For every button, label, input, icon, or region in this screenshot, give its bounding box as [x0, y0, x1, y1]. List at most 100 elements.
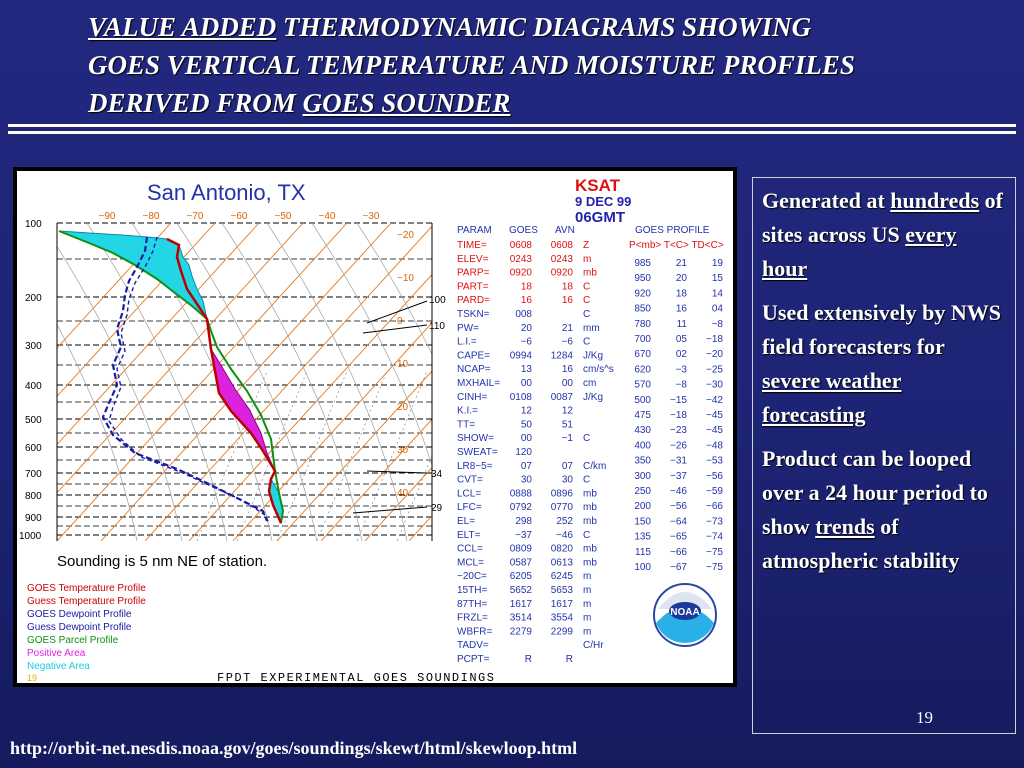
pressure-label: 300: [25, 341, 42, 352]
param-goes: 16: [521, 295, 533, 306]
param-name: TSKN=: [457, 309, 490, 320]
top-temperature-labels: −90 −80 −70 −60 −50 −40 −30: [99, 211, 380, 222]
info-point-1-text-b: of sites across US: [762, 188, 1003, 247]
param-unit: C/Hr: [583, 640, 604, 651]
param-unit: Z: [583, 240, 589, 251]
info-point-3-text-a: Product can be looped over a 24 hour per…: [762, 446, 988, 539]
param-goes: 0920: [510, 268, 533, 279]
param-name: PARD=: [457, 295, 490, 306]
param-unit: mb: [583, 488, 597, 499]
mixing-ratio-line: [356, 370, 428, 541]
pressure-label: 700: [25, 469, 42, 480]
legend-item: Guess Dewpoint Profile: [27, 622, 132, 633]
param-name: MCL=: [457, 557, 484, 568]
title-line2: GOES VERTICAL TEMPERATURE AND MOISTURE P…: [88, 50, 855, 80]
param-name: PART=: [457, 281, 489, 292]
info-point-2-emph: severe weather forecasting: [762, 368, 902, 427]
param-goes: R: [525, 654, 532, 665]
param-goes: 0809: [510, 544, 533, 555]
right-temp-label: 20: [397, 402, 409, 413]
profile-dewpoint: −45: [706, 410, 723, 421]
top-temp-label: −30: [363, 211, 380, 222]
info-point-3-text-b: of atmospheric stability: [762, 514, 960, 573]
param-unit: C: [583, 433, 590, 444]
param-avn: 0770: [551, 502, 574, 513]
param-avn: 0608: [551, 240, 574, 251]
param-unit: m: [583, 585, 591, 596]
right-temp-label: 10: [397, 359, 409, 370]
param-goes: 2279: [510, 626, 533, 637]
chart-legend: GOES Temperature Profile Guess Temperatur…: [27, 583, 146, 683]
param-header: AVN: [555, 225, 575, 236]
profile-pressure: 780: [634, 319, 651, 330]
parcel-profile-line: [58, 230, 285, 524]
profile-temp: 16: [676, 304, 688, 315]
profile-header: P<mb> T<C> TD<C>: [629, 240, 724, 251]
param-goes: 50: [521, 419, 533, 430]
param-goes: 12: [521, 406, 533, 417]
param-unit: m: [583, 599, 591, 610]
profile-dewpoint: −74: [706, 532, 723, 543]
inner-level-label: 110: [429, 321, 445, 332]
title-underlined-part: VALUE ADDED: [88, 12, 277, 42]
isobar-lines: [57, 222, 432, 536]
param-unit: C/km: [583, 461, 606, 472]
param-goes: 6205: [510, 571, 533, 582]
profile-temp: 18: [676, 288, 688, 299]
param-avn: 0087: [551, 392, 574, 403]
info-panel: Generated at hundreds of sites across US…: [752, 177, 1016, 734]
top-temp-label: −80: [143, 211, 160, 222]
mixing-ratio-line: [316, 370, 388, 541]
legend-item: Positive Area: [27, 648, 86, 659]
profile-pressure: 135: [634, 532, 651, 543]
title-rule-bottom: [8, 131, 1016, 134]
top-temp-label: −60: [231, 211, 248, 222]
param-goes: 3514: [510, 613, 533, 624]
right-temperature-labels: −20 −10 0 10 20 30 40: [397, 230, 414, 499]
profile-temp: −15: [670, 395, 687, 406]
profile-pressure: 500: [634, 395, 651, 406]
top-temp-label: −40: [319, 211, 336, 222]
param-goes: 0994: [510, 350, 533, 361]
profile-pressure: 100: [634, 562, 651, 573]
profile-dewpoint: −18: [706, 334, 723, 345]
profile-temp: −3: [676, 364, 688, 375]
param-avn: 2299: [551, 626, 574, 637]
legend-item: GOES Temperature Profile: [27, 583, 146, 594]
isotherm: [188, 273, 432, 541]
param-goes: 18: [521, 281, 533, 292]
param-goes: 30: [521, 475, 533, 486]
profile-temp: −67: [670, 562, 687, 573]
profile-temp: −18: [670, 410, 687, 421]
isotherm: [320, 418, 432, 541]
legend-item: Guess Temperature Profile: [27, 596, 146, 607]
profile-pressure: 300: [634, 471, 651, 482]
param-avn: 0613: [551, 557, 574, 568]
param-unit: J/Kg: [583, 350, 603, 361]
profile-temp: −46: [670, 486, 687, 497]
skewt-figure: San Antonio, TX KSAT 9 DEC 99 06GMT −90−…: [13, 167, 737, 687]
param-name: CINH=: [457, 392, 487, 403]
param-unit: mm: [583, 323, 600, 334]
param-goes: 0888: [510, 488, 533, 499]
dry-adiabat: [57, 245, 183, 541]
param-name: CAPE=: [457, 350, 490, 361]
pressure-label: 1000: [19, 531, 42, 542]
title-line3-start: DERIVED FROM: [88, 88, 303, 118]
inner-level-label: 34: [431, 469, 443, 480]
param-unit: C: [583, 281, 590, 292]
profile-pressure: 570: [634, 380, 651, 391]
profile-pressure: 250: [634, 486, 651, 497]
profile-pressure: 950: [634, 273, 651, 284]
info-point-2-text: Used extensively by NWS field forecaster…: [762, 300, 1001, 359]
param-avn: 18: [562, 281, 574, 292]
profile-temp: 20: [676, 273, 688, 284]
param-unit: cm/s^s: [583, 364, 614, 375]
noaa-logo: NOAA: [653, 583, 717, 647]
param-unit: C: [583, 530, 590, 541]
param-header: PARAM: [457, 225, 492, 236]
param-avn: 07: [562, 461, 574, 472]
top-temp-label: −90: [99, 211, 116, 222]
inner-level-labels: 100 110 34 29: [429, 295, 446, 514]
param-name: WBFR=: [457, 626, 492, 637]
